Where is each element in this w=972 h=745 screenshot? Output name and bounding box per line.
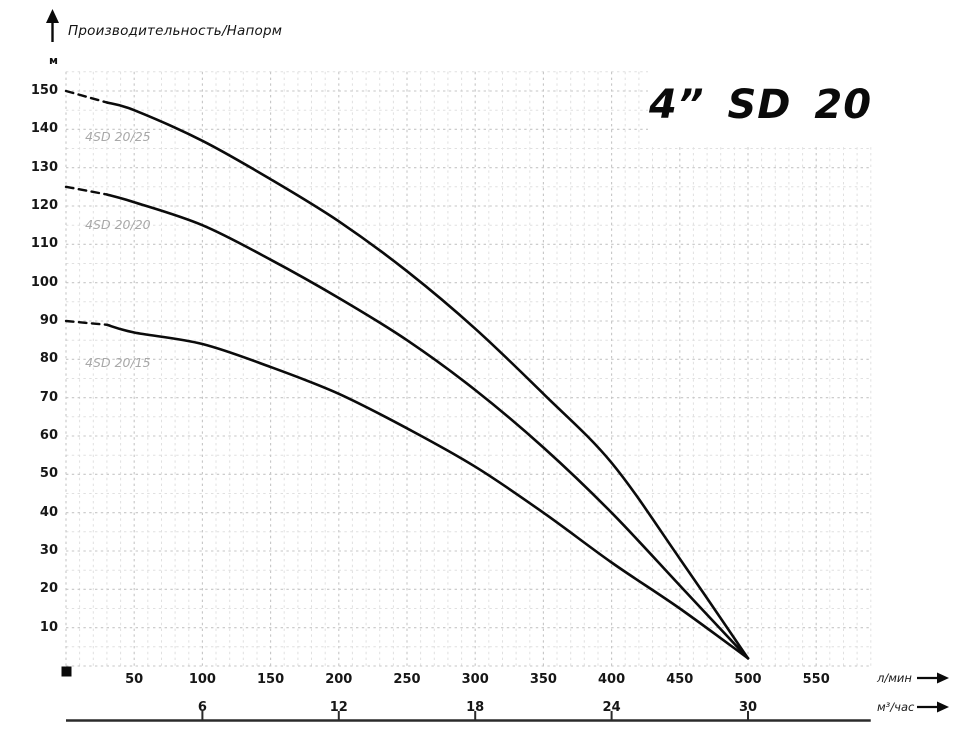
y-tick-label: 130 bbox=[30, 159, 58, 175]
y-tick-label: 110 bbox=[30, 236, 58, 252]
y-tick-label: 80 bbox=[39, 351, 58, 367]
x2-axis-arrow-icon bbox=[917, 701, 949, 713]
y-tick-label: 60 bbox=[39, 428, 58, 443]
chart-axis-title: Производительность/Напорм bbox=[68, 23, 283, 39]
x2-tick-label: 24 bbox=[602, 700, 621, 715]
curve-4sd-20-15-dashed-lead bbox=[64, 319, 109, 326]
model-title-box: 4” SD 20 bbox=[648, 62, 873, 147]
y-tick-label: 10 bbox=[39, 619, 58, 635]
x-tick-label: 150 bbox=[257, 672, 285, 687]
origin-marker bbox=[61, 666, 72, 677]
curve-4sd-20-25 bbox=[105, 101, 750, 660]
x-tick-label: 300 bbox=[461, 672, 489, 687]
y-tick-label: 100 bbox=[30, 274, 58, 290]
y-tick-label: 40 bbox=[39, 504, 58, 520]
x-axis-unit-label: л/мин bbox=[877, 671, 912, 685]
x-tick-label: 500 bbox=[734, 672, 762, 687]
model-title: 4” SD 20 bbox=[648, 81, 873, 128]
curve-4sd-20-20 bbox=[105, 193, 750, 660]
x2-tick-label: 12 bbox=[329, 700, 348, 715]
y-tick-label: 30 bbox=[39, 543, 58, 558]
y-axis-arrow-icon bbox=[46, 9, 59, 42]
curve-name-label: 4SD 20/15 bbox=[85, 355, 151, 371]
y-tick-label: 90 bbox=[39, 313, 58, 328]
grid-minor-lines bbox=[66, 71, 872, 666]
x-tick-label: 550 bbox=[802, 672, 830, 687]
x2-tick-label: 30 bbox=[738, 700, 758, 715]
x-tick-label: 400 bbox=[598, 672, 626, 687]
x2-tick-label: 6 bbox=[197, 700, 207, 715]
x-tick-label: 200 bbox=[325, 672, 353, 687]
y-tick-label: 120 bbox=[30, 198, 58, 213]
x2-axis-unit-label: м³/час bbox=[877, 700, 915, 714]
curve-4sd-20-15 bbox=[105, 323, 750, 660]
x-tick-label: 50 bbox=[125, 672, 144, 687]
y-tick-label: 70 bbox=[39, 389, 58, 405]
x-tick-label: 100 bbox=[188, 672, 216, 687]
curve-name-label: 4SD 20/25 bbox=[85, 129, 151, 144]
x2-tick-label: 18 bbox=[466, 700, 485, 715]
y-tick-label: 20 bbox=[39, 581, 58, 597]
x-tick-label: 350 bbox=[529, 672, 557, 687]
y-axis-unit-label: м bbox=[49, 54, 58, 67]
y-tick-label: 150 bbox=[30, 83, 58, 98]
curve-name-label: 4SD 20/20 bbox=[85, 217, 151, 233]
grid-major-lines bbox=[65, 71, 871, 667]
x-tick-label: 250 bbox=[393, 672, 421, 687]
x-axis-arrow-icon bbox=[917, 672, 949, 684]
curve-4sd-20-20-dashed-lead bbox=[64, 185, 109, 196]
x-tick-label: 450 bbox=[666, 672, 694, 687]
y-tick-label: 50 bbox=[39, 466, 58, 482]
y-tick-label: 140 bbox=[30, 121, 58, 137]
curve-4sd-20-25-dashed-lead bbox=[64, 89, 109, 104]
